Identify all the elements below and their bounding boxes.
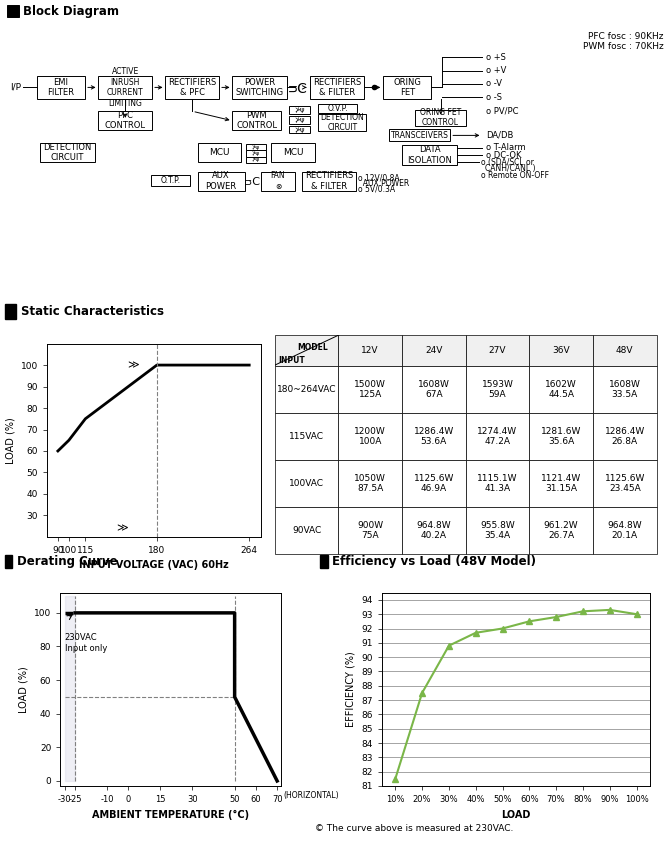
Text: DETECTION
CIRCUIT: DETECTION CIRCUIT <box>44 143 92 162</box>
Bar <box>232 112 281 131</box>
Text: DETECTION
CIRCUIT: DETECTION CIRCUIT <box>320 113 364 132</box>
Text: o (SDA/SCL or: o (SDA/SCL or <box>481 158 534 168</box>
Bar <box>289 107 310 114</box>
Text: MCU: MCU <box>283 148 304 157</box>
Bar <box>246 156 266 163</box>
Bar <box>151 175 190 186</box>
Text: o -V: o -V <box>486 79 502 88</box>
Text: Static Characteristics: Static Characteristics <box>21 305 164 318</box>
Bar <box>271 143 315 162</box>
Text: MCU: MCU <box>209 148 230 157</box>
Bar <box>383 76 431 99</box>
Bar <box>40 143 95 162</box>
Bar <box>289 116 310 124</box>
Bar <box>246 150 266 156</box>
Bar <box>198 143 241 162</box>
Text: o -S: o -S <box>486 93 502 101</box>
Y-axis label: LOAD (%): LOAD (%) <box>19 666 28 713</box>
Text: O.T.P.: O.T.P. <box>160 176 180 185</box>
Text: ORING FET
CONTROL: ORING FET CONTROL <box>420 108 461 127</box>
Text: o PV/PC: o PV/PC <box>486 107 519 116</box>
Text: o 12V/0.8A: o 12V/0.8A <box>358 174 400 182</box>
Text: ⊁ψ: ⊁ψ <box>252 144 260 149</box>
Text: INPUT: INPUT <box>279 356 306 365</box>
Text: PWM
CONTROL: PWM CONTROL <box>236 111 277 131</box>
Text: o +V: o +V <box>486 66 506 75</box>
X-axis label: INPUT VOLTAGE (VAC) 60Hz: INPUT VOLTAGE (VAC) 60Hz <box>79 560 229 570</box>
Bar <box>402 144 457 165</box>
Text: Derating Curve: Derating Curve <box>17 555 117 569</box>
Bar <box>5 555 12 569</box>
Bar <box>37 76 85 99</box>
Text: RECTIFIERS
& FILTER: RECTIFIERS & FILTER <box>305 172 353 191</box>
Bar <box>246 144 266 150</box>
Text: ⊁ψ: ⊁ψ <box>294 117 305 123</box>
Text: ⊁ψ: ⊁ψ <box>294 126 305 132</box>
Bar <box>7 5 19 17</box>
Text: © The curve above is measured at 230VAC.: © The curve above is measured at 230VAC. <box>315 825 513 833</box>
Text: o DC-OK: o DC-OK <box>486 150 521 160</box>
Text: o Remote ON-OFF: o Remote ON-OFF <box>481 171 549 180</box>
Bar <box>64 596 75 781</box>
Text: o +S: o +S <box>486 52 506 62</box>
X-axis label: LOAD: LOAD <box>501 809 531 819</box>
Text: PFC fosc : 90KHz
PWM fosc : 70KHz: PFC fosc : 90KHz PWM fosc : 70KHz <box>582 32 663 52</box>
Text: ACTIVE
INRUSH
CURRENT
LIMITING: ACTIVE INRUSH CURRENT LIMITING <box>107 67 143 107</box>
Text: MODEL: MODEL <box>297 344 328 352</box>
Text: PFC
CONTROL: PFC CONTROL <box>105 111 146 131</box>
Text: O.V.P.: O.V.P. <box>328 104 348 113</box>
Text: FAN
⊗: FAN ⊗ <box>271 172 285 191</box>
Bar <box>320 555 328 569</box>
Text: o 5V/0.3A: o 5V/0.3A <box>358 185 395 193</box>
Text: CANH/CANL ): CANH/CANL ) <box>485 164 535 173</box>
Text: ⊁ψ: ⊁ψ <box>252 157 260 162</box>
Text: DATA
ISOLATION: DATA ISOLATION <box>407 145 452 165</box>
Text: DA/DB: DA/DB <box>486 131 513 140</box>
Text: Efficiency vs Load (48V Model): Efficiency vs Load (48V Model) <box>332 555 536 569</box>
Bar <box>389 130 450 142</box>
Bar <box>98 76 152 99</box>
Text: AUX
POWER: AUX POWER <box>206 172 237 191</box>
Bar <box>98 112 152 131</box>
Text: ORING
FET: ORING FET <box>393 77 421 97</box>
Bar <box>318 114 366 131</box>
Bar <box>261 172 295 191</box>
Bar <box>415 110 466 125</box>
Bar <box>289 125 310 133</box>
Text: 230VAC
Input only: 230VAC Input only <box>64 633 107 653</box>
Text: (HORIZONTAL): (HORIZONTAL) <box>283 791 339 800</box>
Point <box>271 360 279 370</box>
Text: ≫: ≫ <box>116 524 127 533</box>
Text: Block Diagram: Block Diagram <box>23 5 119 18</box>
Bar <box>302 172 356 191</box>
Text: AUX POWER: AUX POWER <box>358 180 409 188</box>
Bar <box>318 104 357 113</box>
Bar <box>232 76 287 99</box>
Text: ⊁ψ: ⊁ψ <box>252 151 260 156</box>
Y-axis label: LOAD (%): LOAD (%) <box>5 417 15 464</box>
Text: ᴝC: ᴝC <box>244 177 260 186</box>
Text: TRANSCEIVERS: TRANSCEIVERS <box>391 131 448 140</box>
Text: POWER
SWITCHING: POWER SWITCHING <box>236 77 284 97</box>
Text: EMI
FILTER: EMI FILTER <box>48 77 74 97</box>
Line: 2 pts: 2 pts <box>275 335 339 365</box>
Text: ᴝC: ᴝC <box>288 82 308 96</box>
Text: RECTIFIERS
& PFC: RECTIFIERS & PFC <box>168 77 216 97</box>
Bar <box>310 76 364 99</box>
Point <box>335 330 343 340</box>
Y-axis label: EFFICIENCY (%): EFFICIENCY (%) <box>346 651 356 728</box>
Text: o T-Alarm: o T-Alarm <box>486 143 525 152</box>
Text: RECTIFIERS
& FILTER: RECTIFIERS & FILTER <box>313 77 361 97</box>
Text: ⊁ψ: ⊁ψ <box>294 107 305 113</box>
Bar <box>165 76 219 99</box>
Bar <box>198 172 245 191</box>
X-axis label: AMBIENT TEMPERATURE (°C): AMBIENT TEMPERATURE (°C) <box>92 809 249 819</box>
Text: I/P: I/P <box>10 83 21 92</box>
Bar <box>5 304 16 319</box>
Text: ≫: ≫ <box>127 360 139 370</box>
